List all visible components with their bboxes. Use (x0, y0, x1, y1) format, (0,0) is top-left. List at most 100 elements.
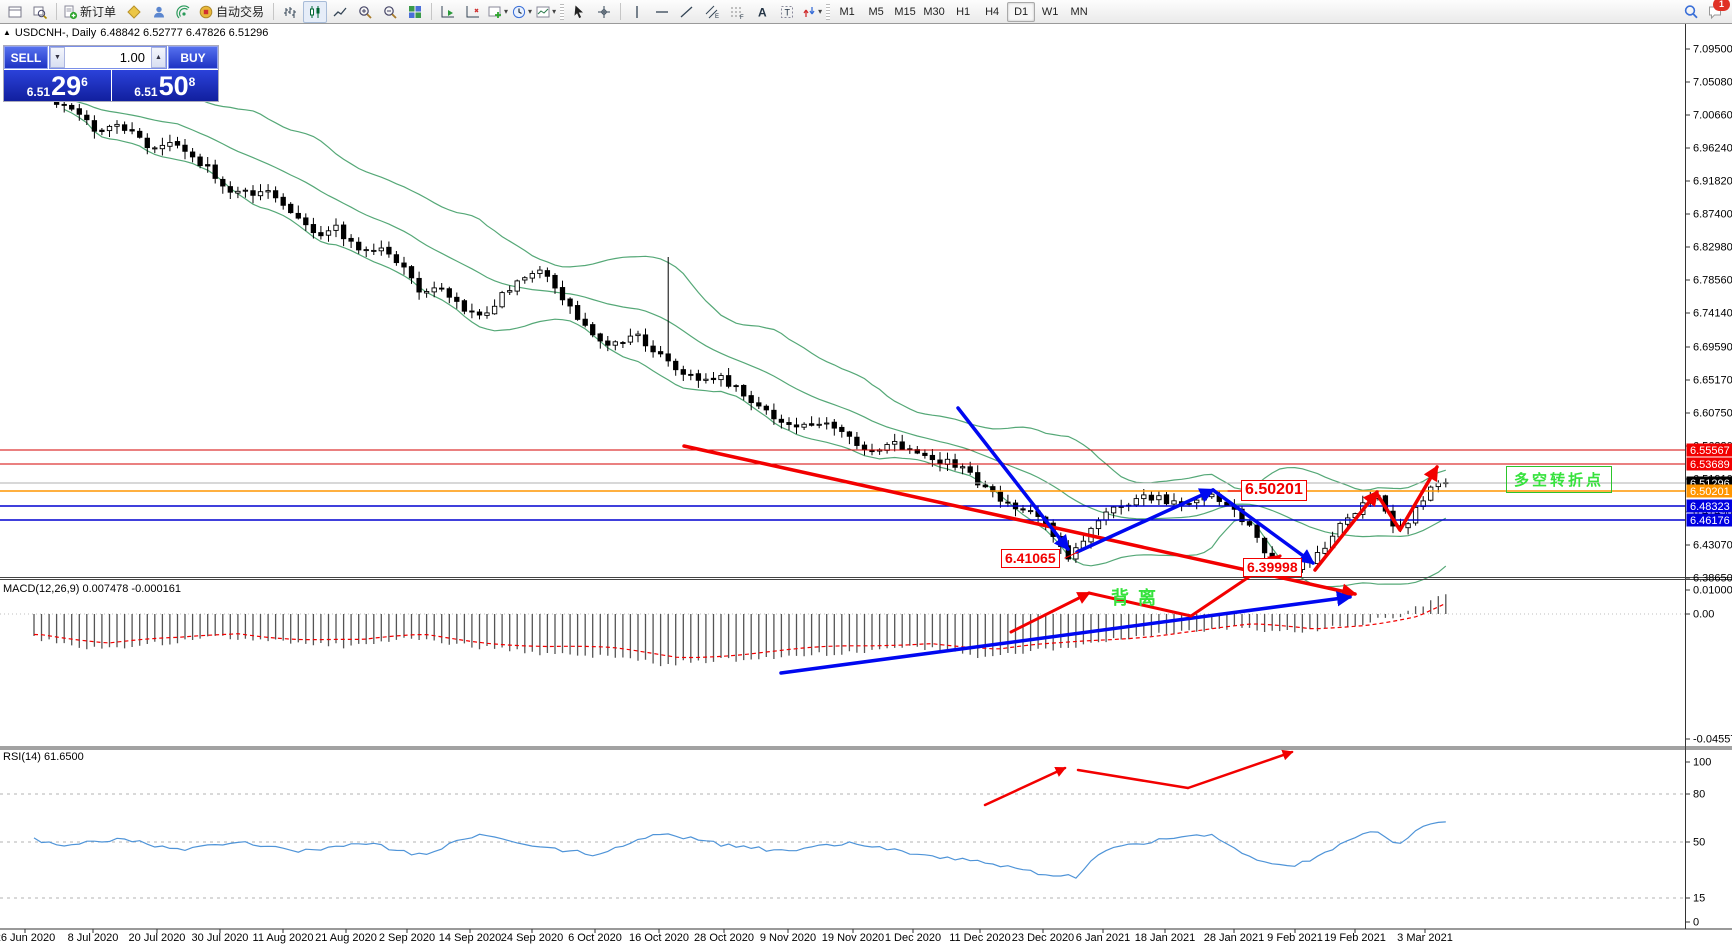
timeframe-m1[interactable]: M1 (839, 5, 855, 18)
sell-price-small: 6.51 (26, 85, 51, 99)
timeframe-h1[interactable]: H1 (956, 5, 971, 18)
svg-text:19 Feb 2021: 19 Feb 2021 (1324, 932, 1386, 944)
periods-button[interactable]: ▾ (510, 1, 533, 23)
svg-text:0.00: 0.00 (1693, 609, 1714, 621)
mql5-community-icon[interactable] (147, 1, 171, 23)
sell-price-sup: 6 (81, 75, 88, 89)
line-chart-icon[interactable] (328, 1, 352, 23)
timeframe-m15[interactable]: M15 (894, 5, 916, 18)
volume-increase-icon[interactable]: ▲ (151, 47, 166, 68)
indicators-button[interactable]: ▾ (486, 1, 509, 23)
notifications-button[interactable]: 1 (1707, 0, 1730, 20)
svg-text:28 Oct 2020: 28 Oct 2020 (694, 932, 754, 944)
collapse-panel-icon[interactable]: ▲ (3, 28, 11, 37)
svg-text:3 Mar 2021: 3 Mar 2021 (1397, 932, 1453, 944)
signals-icon[interactable] (172, 1, 196, 23)
svg-text:100: 100 (1693, 757, 1711, 769)
cursor-icon[interactable] (567, 1, 591, 23)
price-annotation-high[interactable]: 6.50201 (1241, 480, 1307, 501)
candles-layer (31, 87, 1449, 570)
text-label-tool-icon[interactable]: T (775, 1, 799, 23)
svg-text:26 Jun 2020: 26 Jun 2020 (0, 932, 55, 944)
new-order-button[interactable]: 新订单 (61, 1, 121, 23)
fibonacci-tool-icon[interactable]: F (725, 1, 749, 23)
timeframe-m30[interactable]: M30 (923, 5, 945, 18)
svg-text:9 Feb 2021: 9 Feb 2021 (1267, 932, 1323, 944)
volume-decrease-icon[interactable]: ▼ (50, 47, 65, 68)
toolbar-grip[interactable] (826, 3, 831, 20)
price-annotation-low1[interactable]: 6.41065 (1001, 549, 1060, 568)
chevron-down-icon: ▾ (818, 7, 823, 16)
crosshair-icon[interactable] (592, 1, 616, 23)
toolbar-grip[interactable] (560, 3, 565, 20)
svg-text:6.74140: 6.74140 (1693, 308, 1732, 320)
toolbar-separator (56, 3, 57, 20)
svg-text:7.09500: 7.09500 (1693, 44, 1732, 56)
search-icon[interactable] (1683, 4, 1699, 20)
chart-shift-icon[interactable] (461, 1, 485, 23)
svg-text:80: 80 (1693, 789, 1705, 801)
svg-text:6.43070: 6.43070 (1693, 540, 1732, 552)
timeframe-w1[interactable]: W1 (1041, 5, 1059, 18)
autotrading-label: 自动交易 (216, 5, 265, 19)
metaeditor-icon[interactable] (122, 1, 146, 23)
timeframe-d1[interactable]: D1 (1007, 1, 1036, 22)
chevron-down-icon: ▾ (504, 7, 509, 16)
vertical-line-tool-icon[interactable] (625, 1, 649, 23)
buy-price-small: 6.51 (134, 85, 158, 99)
timeframe-h4[interactable]: H4 (985, 5, 1000, 18)
new-order-label: 新订单 (80, 5, 117, 19)
turning-point-label[interactable]: 多空转折点 (1506, 466, 1613, 493)
svg-text:6.69590: 6.69590 (1693, 342, 1732, 354)
zoom-out-icon[interactable] (378, 1, 402, 23)
svg-text:14 Sep 2020: 14 Sep 2020 (439, 932, 501, 944)
text-tool-icon[interactable]: A (750, 1, 774, 23)
tile-windows-icon[interactable] (403, 1, 427, 23)
svg-text:6.78560: 6.78560 (1693, 275, 1732, 287)
buy-button[interactable]: BUY (168, 46, 218, 69)
price-annotation-low2[interactable]: 6.39998 (1243, 558, 1302, 577)
main-toolbar: 新订单 自动交易 ▾ ▾ ▾ E F A T ▾ M1 (0, 0, 1732, 24)
sell-price[interactable]: 6.51 29 6 (4, 70, 111, 101)
sell-button[interactable]: SELL (4, 46, 48, 69)
svg-text:T: T (785, 7, 791, 17)
trendline-tool-icon[interactable] (675, 1, 699, 23)
timeframe-mn[interactable]: MN (1070, 5, 1088, 18)
channel-tool-icon[interactable]: E (700, 1, 724, 23)
svg-text:0.010004: 0.010004 (1693, 585, 1732, 597)
new-chart-icon[interactable] (3, 1, 27, 23)
volume-stepper[interactable]: ▼ 1.00 ▲ (49, 46, 167, 69)
auto-scroll-icon[interactable] (436, 1, 460, 23)
candlestick-chart-icon[interactable] (303, 0, 328, 23)
svg-text:6.50201: 6.50201 (1690, 486, 1730, 498)
svg-text:6.53689: 6.53689 (1690, 459, 1730, 471)
divergence-label[interactable]: 背离 (1111, 588, 1165, 608)
zoom-in-icon[interactable] (353, 1, 377, 23)
notification-badge: 1 (1713, 0, 1730, 11)
chevron-down-icon: ▾ (552, 7, 557, 16)
svg-text:8 Jul 2020: 8 Jul 2020 (68, 932, 119, 944)
svg-text:2 Sep 2020: 2 Sep 2020 (379, 932, 435, 944)
chart-profiles-icon[interactable] (28, 1, 52, 23)
templates-button[interactable]: ▾ (534, 1, 557, 23)
svg-text:6.38650: 6.38650 (1693, 573, 1732, 585)
svg-text:0: 0 (1693, 917, 1699, 929)
bar-chart-icon[interactable] (278, 1, 302, 23)
svg-text:20 Jul 2020: 20 Jul 2020 (129, 932, 186, 944)
volume-value[interactable]: 1.00 (119, 50, 145, 65)
buy-price[interactable]: 6.51 50 8 (111, 70, 218, 101)
timeframe-m5[interactable]: M5 (868, 5, 884, 18)
svg-text:6.96240: 6.96240 (1693, 143, 1732, 155)
svg-text:30 Jul 2020: 30 Jul 2020 (192, 932, 249, 944)
svg-text:6.91820: 6.91820 (1693, 176, 1732, 188)
svg-text:6.55567: 6.55567 (1690, 445, 1730, 457)
horizontal-line-tool-icon[interactable] (650, 1, 674, 23)
svg-text:16 Oct 2020: 16 Oct 2020 (629, 932, 689, 944)
autotrading-button[interactable]: 自动交易 (197, 1, 269, 23)
svg-text:50: 50 (1693, 837, 1705, 849)
symbol-header: ▲ USDCNH-, Daily 6.48842 6.52777 6.47826… (3, 27, 268, 39)
symbol-name: USDCNH-, Daily (14, 27, 97, 39)
arrows-tool-button[interactable]: ▾ (800, 1, 823, 23)
